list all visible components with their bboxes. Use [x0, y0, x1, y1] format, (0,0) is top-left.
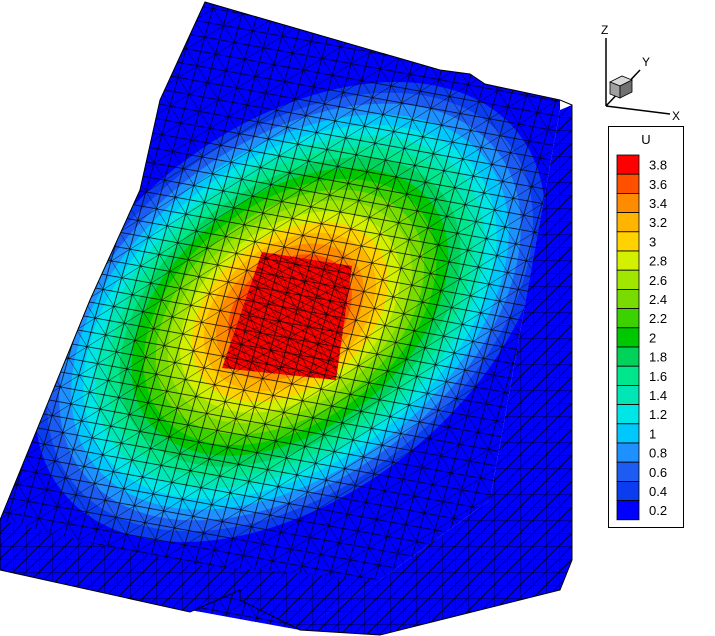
colorbar-tick-label: 0.4 — [649, 484, 667, 499]
colorbar-tick-label: 1.8 — [649, 350, 667, 365]
colorbar-tick-label: 1 — [649, 426, 656, 441]
colorbar-swatch-0.8 — [616, 442, 640, 463]
colorbar-swatch-0.2 — [616, 500, 640, 521]
surface-outline — [0, 1, 573, 636]
colorbar-swatch-3.2 — [616, 212, 640, 233]
colorbar-tick-label: 3 — [649, 234, 656, 249]
colorbar-swatch-3.8 — [616, 154, 640, 175]
colorbar-tick-label: 2.2 — [649, 311, 667, 326]
colorbar-swatch-1.8 — [616, 346, 640, 367]
colorbar-tick-label: 3.6 — [649, 177, 667, 192]
colorbar-swatch-2.4 — [616, 288, 640, 309]
x-axis-label: X — [672, 109, 680, 123]
colorbar-swatch-2 — [616, 327, 640, 348]
colorbar-tick-label: 2.6 — [649, 273, 667, 288]
colorbar-swatch-1.2 — [616, 404, 640, 425]
colorbar-swatch-2.6 — [616, 269, 640, 290]
colorbar-swatch-1.6 — [616, 365, 640, 386]
colorbar-swatch-3 — [616, 231, 640, 252]
colorbar-swatch-0.6 — [616, 461, 640, 482]
colorbar-tick-label: 1.2 — [649, 407, 667, 422]
colorbar-tick-label: 3.4 — [649, 196, 667, 211]
colorbar-tick-label: 3.8 — [649, 158, 667, 173]
colorbar-tick-label: 2.8 — [649, 254, 667, 269]
colorbar-swatch-0.4 — [616, 480, 640, 501]
colorbar-swatch-3.4 — [616, 193, 640, 214]
colorbar-tick-label: 0.8 — [649, 446, 667, 461]
colorbar-tick-label: 2 — [649, 330, 656, 345]
colorbar-tick-label: 0.2 — [649, 503, 667, 518]
colorbar-tick-label: 3.2 — [649, 215, 667, 230]
colorbar-tick-label: 1.4 — [649, 388, 667, 403]
colorbar-svg: 3.8 3.6 3.4 3.2 3 2.8 2.6 2.4 2.2 2 1.8 1.6 1.4 1.2 1 0… — [616, 154, 667, 521]
surface-top — [0, 2, 560, 630]
triad-cube — [609, 75, 633, 99]
z-axis-label: Z — [601, 23, 608, 37]
x-axis-line — [605, 105, 671, 115]
colorbar-title: U — [641, 132, 651, 147]
contour-plot — [0, 1, 573, 636]
colorbar-tick-label: 1.6 — [649, 369, 667, 384]
colorbar-swatch-2.8 — [616, 250, 640, 271]
colorbar-tick-label: 0.6 — [649, 465, 667, 480]
axes-triad: Z Y X — [601, 23, 680, 123]
colorbar-swatch-3.6 — [616, 173, 640, 194]
colorbar-swatch-1 — [616, 423, 640, 444]
y-axis-label: Y — [642, 55, 650, 69]
colorbar-swatch-1.4 — [616, 384, 640, 405]
colorbar-legend: 3.8 3.6 3.4 3.2 3 2.8 2.6 2.4 2.2 2 1.8 1.6 1.4 1.2 1 0… — [608, 126, 684, 528]
colorbar-tick-label: 2.4 — [649, 292, 667, 307]
colorbar-swatch-2.2 — [616, 308, 640, 329]
